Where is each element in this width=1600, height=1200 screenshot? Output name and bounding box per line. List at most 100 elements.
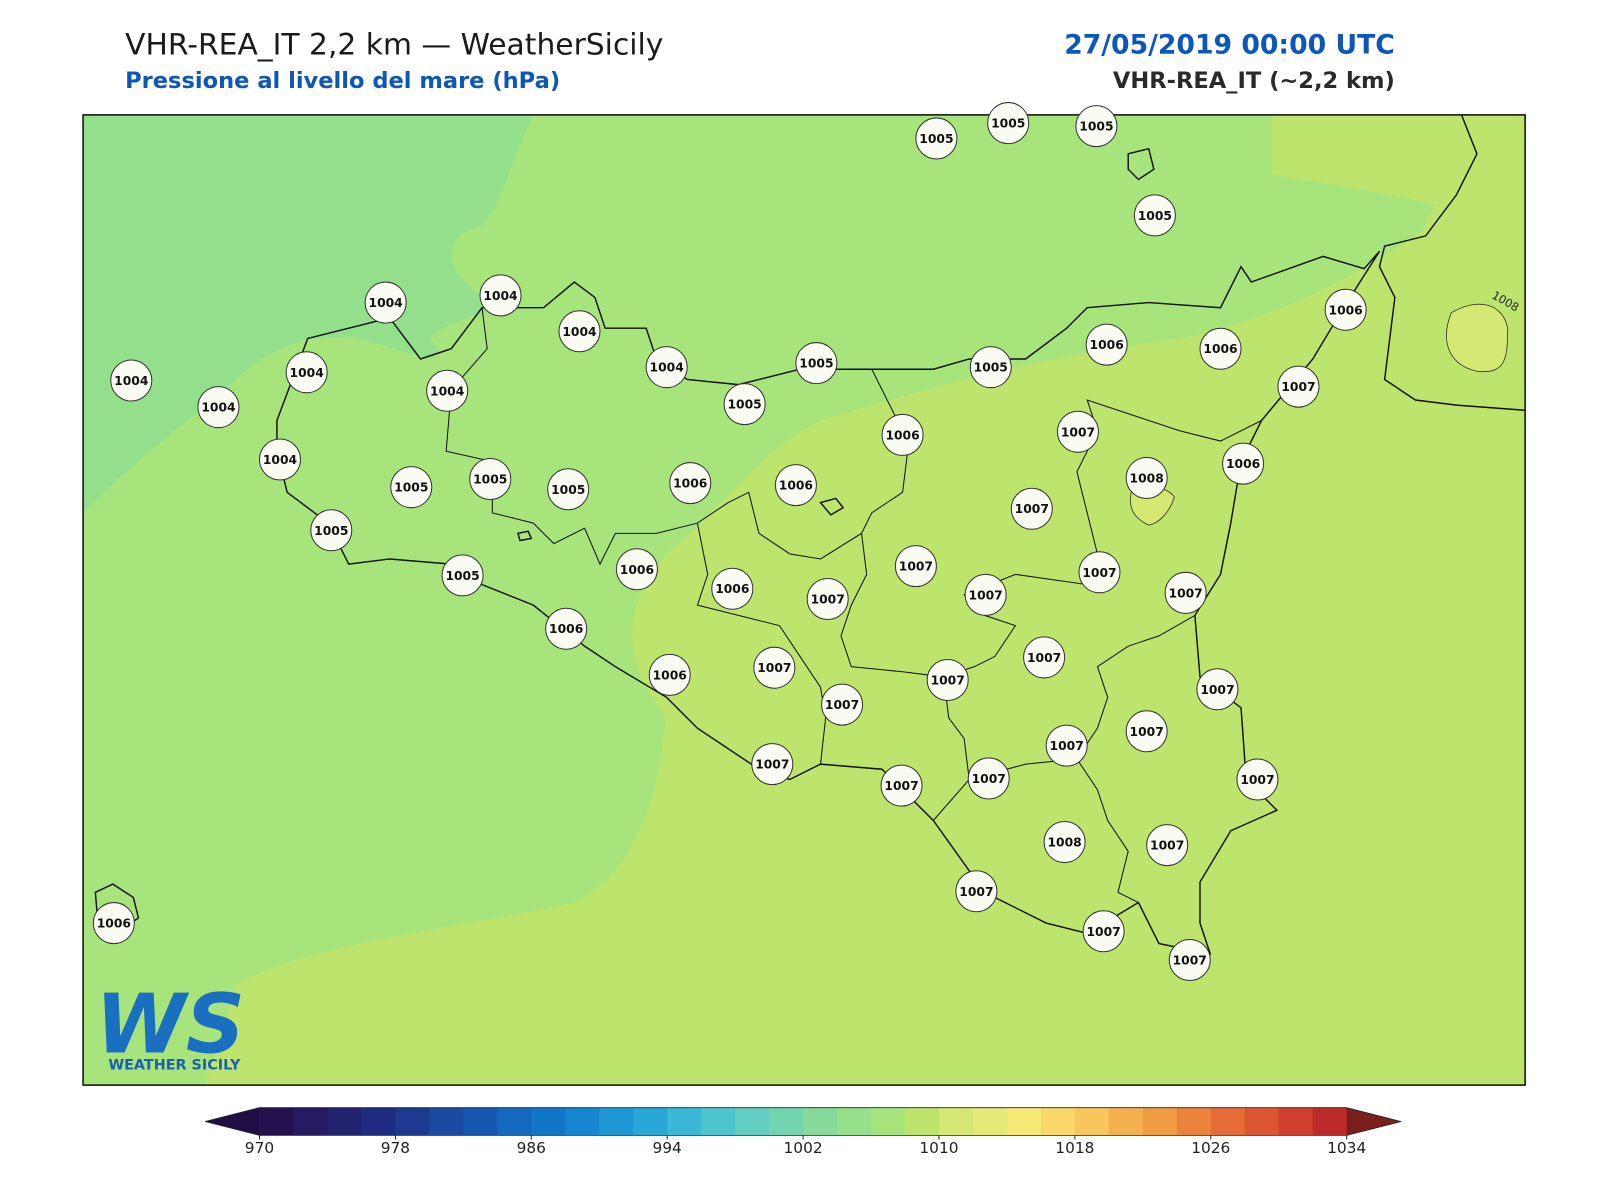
station-marker bbox=[1085, 323, 1128, 366]
field-1004 bbox=[83, 114, 1526, 1086]
station-value: 1004 bbox=[430, 384, 464, 398]
station-value: 1005 bbox=[473, 473, 507, 487]
station-marker bbox=[92, 902, 135, 945]
station-value: 1007 bbox=[899, 560, 933, 574]
station-marker bbox=[648, 653, 691, 696]
station-value: 1004 bbox=[650, 361, 684, 375]
station-marker bbox=[894, 545, 937, 588]
station-marker bbox=[258, 438, 302, 481]
station-marker bbox=[753, 646, 796, 689]
station-value: 1007 bbox=[959, 885, 993, 899]
station-marker bbox=[1082, 910, 1125, 953]
station-marker bbox=[545, 607, 588, 650]
station-marker bbox=[1146, 824, 1189, 867]
colorbar-tick-label: 1034 bbox=[1327, 1139, 1366, 1157]
station-marker bbox=[1075, 105, 1118, 148]
station-marker bbox=[426, 369, 469, 412]
station-marker bbox=[390, 466, 433, 509]
station-marker bbox=[1045, 724, 1088, 767]
station-value: 1008 bbox=[1130, 471, 1164, 485]
station-value: 1005 bbox=[1138, 209, 1172, 223]
colorbar-segment bbox=[633, 1107, 668, 1136]
colorbar-tick-label: 994 bbox=[652, 1139, 681, 1157]
colorbar-tick-label: 1010 bbox=[919, 1139, 958, 1157]
station-value: 1006 bbox=[549, 622, 583, 636]
colorbar-segment bbox=[1210, 1107, 1246, 1136]
colorbar-segment bbox=[599, 1107, 634, 1136]
station-value: 1006 bbox=[779, 479, 813, 493]
station-marker bbox=[441, 554, 484, 597]
colorbar-segment bbox=[803, 1107, 838, 1136]
colorbar-segment bbox=[972, 1107, 1008, 1136]
logo: WS WEATHER SICILY bbox=[95, 977, 245, 1073]
station-marker bbox=[969, 346, 1012, 389]
station-marker bbox=[1078, 551, 1121, 594]
station-value: 1005 bbox=[991, 117, 1025, 131]
model: VHR-REA_IT (~2,2 km) bbox=[1113, 68, 1395, 94]
colorbar-segment bbox=[293, 1107, 328, 1136]
station-marker bbox=[364, 281, 407, 324]
colorbar-segment bbox=[769, 1107, 804, 1136]
colorbar-tick-label: 970 bbox=[245, 1139, 274, 1157]
field-1002 bbox=[83, 114, 534, 513]
colorbar-segment bbox=[667, 1107, 702, 1136]
station-value: 1005 bbox=[919, 132, 953, 146]
colorbar-segment bbox=[701, 1107, 736, 1136]
colorbar-segment bbox=[395, 1107, 430, 1136]
station-marker bbox=[751, 743, 794, 786]
logo-mark: WS bbox=[95, 977, 245, 1072]
colorbar: 970 978 986 994 1002 1010 1018 1026 1034 bbox=[205, 1107, 1402, 1157]
station-marker bbox=[880, 764, 923, 807]
station-marker bbox=[915, 117, 958, 160]
colorbar-tick-label: 1018 bbox=[1055, 1139, 1094, 1157]
station-marker bbox=[1043, 821, 1086, 864]
station-marker bbox=[1010, 487, 1053, 530]
station-marker bbox=[967, 757, 1010, 800]
station-marker bbox=[964, 573, 1007, 616]
station-marker bbox=[547, 468, 590, 511]
colorbar-segment bbox=[1244, 1107, 1280, 1136]
colorbar-segment bbox=[429, 1107, 464, 1136]
colorbar-segment bbox=[361, 1107, 396, 1136]
station-value: 1005 bbox=[551, 483, 585, 497]
station-marker bbox=[1222, 442, 1265, 485]
station-value: 1004 bbox=[263, 453, 297, 467]
title: VHR-REA_IT 2,2 km — WeatherSicily bbox=[125, 27, 663, 62]
station-marker bbox=[469, 457, 512, 500]
station-value: 1007 bbox=[1050, 739, 1084, 753]
station-value: 1007 bbox=[1281, 380, 1315, 394]
colorbar-segment bbox=[565, 1107, 600, 1136]
subtitle: Pressione al livello del mare (hPa) bbox=[125, 68, 560, 94]
station-value: 1004 bbox=[369, 296, 403, 310]
colorbar-segment bbox=[259, 1107, 294, 1136]
station-marker bbox=[987, 102, 1030, 145]
station-marker bbox=[1125, 456, 1168, 499]
station-marker bbox=[1168, 938, 1211, 982]
colorbar-tick-label: 986 bbox=[517, 1139, 546, 1157]
station-value: 1007 bbox=[757, 661, 791, 675]
station-value: 1007 bbox=[755, 758, 789, 772]
station-value: 1005 bbox=[1079, 120, 1113, 134]
colorbar-segment bbox=[463, 1107, 498, 1136]
station-value: 1007 bbox=[1015, 502, 1049, 516]
colorbar-segment bbox=[1142, 1107, 1178, 1136]
colorbar-extend-low bbox=[205, 1107, 260, 1136]
station-value: 1006 bbox=[885, 428, 919, 442]
colorbar-segment bbox=[531, 1107, 566, 1136]
station-value: 1005 bbox=[445, 569, 479, 583]
station-value: 1007 bbox=[884, 779, 918, 793]
station-value: 1007 bbox=[1082, 566, 1116, 580]
station-value: 1004 bbox=[114, 374, 148, 388]
station-value: 1007 bbox=[1086, 925, 1120, 939]
station-marker bbox=[110, 359, 153, 402]
station-marker bbox=[285, 351, 328, 394]
field-1008 bbox=[1446, 303, 1509, 373]
colorbar-segment bbox=[938, 1107, 974, 1136]
station-marker bbox=[821, 683, 864, 726]
station-value: 1005 bbox=[394, 481, 428, 495]
station-value: 1004 bbox=[483, 289, 517, 303]
station-marker bbox=[1324, 288, 1367, 331]
station-value: 1007 bbox=[969, 588, 1003, 602]
station-value: 1006 bbox=[673, 477, 707, 491]
station-value: 1007 bbox=[1173, 954, 1207, 968]
